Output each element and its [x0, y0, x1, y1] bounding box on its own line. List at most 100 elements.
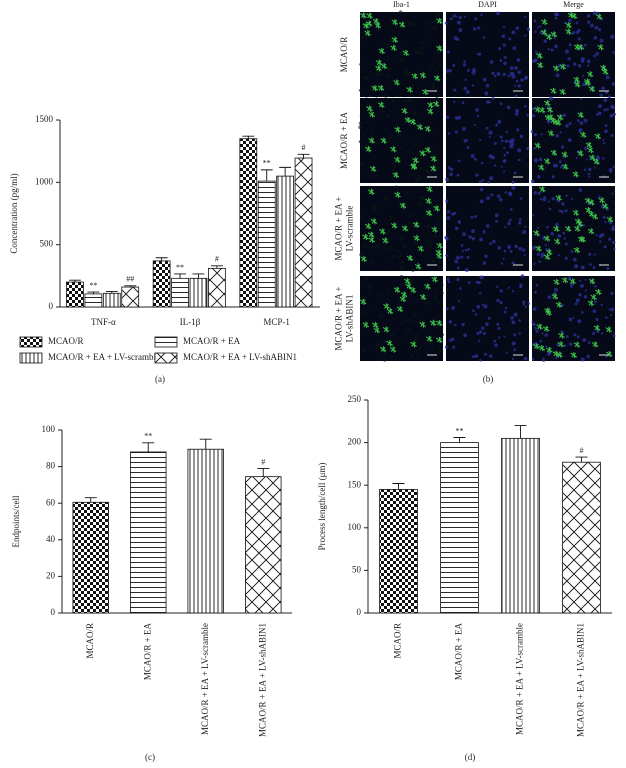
microglia — [425, 197, 432, 205]
nucleus — [474, 17, 478, 21]
microglia — [436, 320, 443, 327]
nucleus — [427, 215, 430, 218]
microglia — [393, 79, 400, 86]
nucleus — [506, 151, 510, 155]
nucleus — [575, 156, 578, 160]
nucleus — [433, 234, 438, 238]
microglia — [368, 137, 376, 144]
nucleus — [492, 239, 496, 244]
microglia — [553, 225, 560, 232]
nucleus — [365, 45, 368, 48]
nucleus — [533, 262, 536, 265]
nucleus — [567, 138, 572, 143]
nucleus — [464, 78, 467, 81]
nucleus — [383, 128, 387, 131]
image-background — [532, 98, 615, 183]
nucleus — [610, 291, 614, 295]
nucleus — [506, 105, 511, 110]
microglia — [405, 283, 413, 290]
nucleus — [477, 281, 481, 285]
y-axis-label: Endpoints/cell — [11, 495, 21, 547]
nucleus — [369, 206, 374, 210]
nucleus — [503, 153, 507, 157]
nucleus — [476, 331, 480, 335]
y-tick-label: 100 — [348, 522, 362, 532]
microglia — [536, 52, 543, 59]
microglia — [360, 12, 367, 19]
microglia — [359, 298, 367, 305]
nucleus — [454, 130, 458, 134]
microglia — [552, 65, 560, 72]
nucleus — [522, 303, 525, 306]
nucleus — [394, 122, 398, 126]
nucleus — [433, 352, 436, 355]
nucleus — [571, 31, 576, 35]
nucleus — [426, 217, 429, 220]
nucleus — [605, 90, 608, 94]
nucleus — [487, 180, 490, 184]
nucleus — [611, 227, 616, 232]
microglia — [379, 346, 387, 353]
micrograph-image — [359, 274, 445, 362]
nucleus — [587, 341, 591, 344]
nucleus — [377, 237, 381, 242]
row-label: MCAO/R + EA — [339, 111, 349, 169]
microglia — [553, 278, 560, 286]
nucleus — [391, 30, 395, 34]
nucleus — [435, 292, 438, 296]
error-bar — [279, 166, 292, 177]
nucleus — [550, 48, 554, 52]
y-tick-label: 200 — [348, 437, 362, 447]
nucleus — [508, 191, 512, 195]
nucleus — [365, 209, 368, 212]
nucleus — [568, 43, 572, 47]
nucleus — [520, 78, 523, 81]
nucleus — [416, 353, 420, 357]
nucleus — [480, 161, 484, 165]
nucleus — [376, 28, 381, 32]
nucleus — [592, 266, 596, 270]
nucleus — [548, 207, 552, 211]
nucleus — [461, 250, 465, 253]
nucleus — [466, 255, 470, 259]
nucleus — [398, 133, 402, 138]
microglia — [586, 71, 594, 78]
nucleus — [545, 345, 548, 348]
microglia — [577, 111, 585, 119]
nucleus — [400, 158, 404, 162]
nucleus — [447, 132, 451, 135]
image-background — [360, 276, 443, 361]
nucleus — [597, 28, 602, 32]
nucleus — [448, 320, 453, 324]
microglia — [425, 209, 433, 217]
nucleus — [553, 163, 557, 168]
nucleus — [382, 246, 386, 250]
error-bar — [575, 456, 588, 463]
nucleus — [464, 248, 468, 252]
nucleus — [514, 94, 518, 98]
nucleus — [532, 323, 536, 326]
x-tick-label: MCAO/R — [393, 623, 403, 659]
nucleus — [590, 23, 594, 28]
nucleus — [471, 236, 476, 241]
nucleus — [428, 244, 433, 249]
nucleus — [523, 356, 528, 361]
nucleus — [503, 61, 507, 66]
nucleus — [589, 263, 592, 266]
micrograph-image — [445, 96, 530, 184]
row-label: MCAO/R + EA + — [334, 287, 344, 351]
nucleus — [612, 334, 616, 338]
image-background — [532, 12, 615, 97]
bar — [189, 277, 208, 308]
nucleus — [554, 44, 558, 49]
microglia — [429, 165, 437, 172]
nucleus — [482, 261, 486, 265]
micrograph-image — [531, 186, 616, 271]
nucleus — [413, 111, 418, 116]
microglia — [374, 22, 382, 29]
nucleus — [479, 237, 483, 242]
nucleus — [537, 175, 541, 179]
microglia — [547, 114, 554, 121]
nucleus — [425, 169, 429, 173]
